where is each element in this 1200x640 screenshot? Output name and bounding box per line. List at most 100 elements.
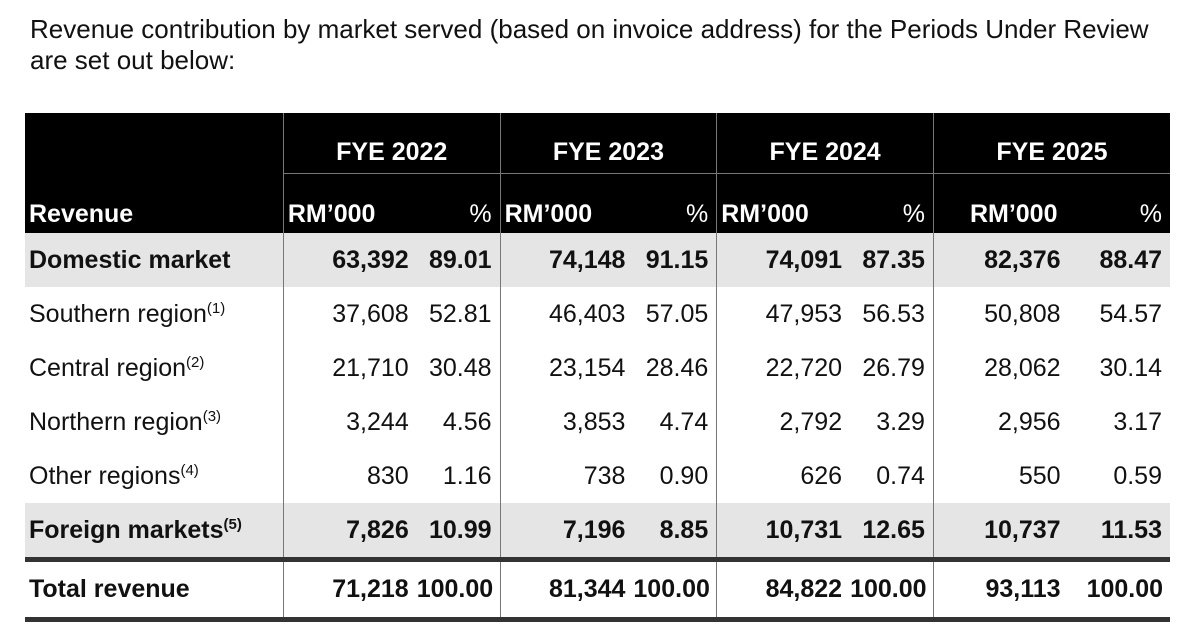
revenue-value-cell: 22,720 xyxy=(716,341,851,395)
year-header: FYE 2025 xyxy=(932,113,1170,174)
footnote-ref: (2) xyxy=(186,353,205,371)
year-header: FYE 2022 xyxy=(282,113,501,174)
percent-value-cell: 57.05 xyxy=(645,299,709,328)
revenue-value-cell: 7,826 xyxy=(282,503,417,560)
footnote-ref: (1) xyxy=(206,299,226,317)
percent-value-cell: 8.85 xyxy=(633,503,717,560)
revenue-value-cell: 10,737 xyxy=(932,503,1087,560)
revenue-value-cell: 81,344 xyxy=(499,557,634,622)
revenue-value-cell: 82,376 xyxy=(932,233,1087,287)
percent-value-cell: 54.57 xyxy=(1099,299,1162,328)
row-label-cell: Central region(2) xyxy=(25,341,283,395)
revenue-value-cell: 2,792 xyxy=(716,395,851,449)
footnote-ref: (5) xyxy=(223,515,242,533)
percent-value-cell: 4.74 xyxy=(659,407,709,436)
row-label-cell: Foreign markets(5) xyxy=(25,503,284,560)
row-label-cell: Domestic market xyxy=(25,233,284,287)
revenue-value-cell: 23,154 xyxy=(499,341,634,395)
table-row: Central region(2) 21,710 30.48 23,154 28.46 2… xyxy=(25,341,1170,395)
revenue-value-cell: 2,956 xyxy=(932,395,1087,449)
revenue-value-cell: 738 xyxy=(499,449,634,503)
footnote-ref: (4) xyxy=(180,461,199,479)
percent-value-cell: 87.35 xyxy=(850,233,934,287)
percent-value-cell: 52.81 xyxy=(429,299,492,328)
unit-pct-header: % xyxy=(1086,173,1170,233)
percent-value-cell: 11.53 xyxy=(1086,503,1170,560)
unit-rm-header: RM’000 xyxy=(932,173,1087,233)
revenue-value-cell: 28,062 xyxy=(932,341,1087,395)
percent-value-cell: 56.53 xyxy=(862,299,925,328)
row-label: Other regions xyxy=(29,461,181,490)
row-header-label: Revenue xyxy=(25,173,284,233)
percent-value-cell: 0.74 xyxy=(876,461,925,490)
percent-value-cell: 88.47 xyxy=(1086,233,1170,287)
revenue-value-cell: 74,148 xyxy=(499,233,634,287)
row-label: Domestic market xyxy=(29,245,231,274)
revenue-value-cell: 74,091 xyxy=(716,233,851,287)
header-year-row: FYE 2022 FYE 2023 FYE 2024 FYE 2025 xyxy=(25,113,1170,174)
row-label: Central region xyxy=(29,353,187,382)
table-row: Southern region(1) 37,608 52.81 46,403 57.05… xyxy=(25,287,1170,341)
row-label-cell: Southern region(1) xyxy=(25,287,283,341)
revenue-value-cell: 3,244 xyxy=(282,395,417,449)
row-label-cell: Total revenue xyxy=(25,557,284,622)
row-label: Northern region xyxy=(29,407,203,436)
row-label-cell: Other regions(4) xyxy=(25,449,283,503)
revenue-value-cell: 3,853 xyxy=(499,395,634,449)
year-header: FYE 2024 xyxy=(716,113,934,174)
header-unit-row: Revenue RM’000 % RM’000 % RM’000 % RM’00… xyxy=(25,173,1170,233)
percent-value-cell: 28.46 xyxy=(645,353,709,382)
footnote-ref: (3) xyxy=(202,407,222,425)
revenue-value-cell: 21,710 xyxy=(282,341,417,395)
revenue-value-cell: 47,953 xyxy=(716,287,851,341)
percent-value-cell: 91.15 xyxy=(633,233,717,287)
percent-value-cell: 30.48 xyxy=(429,353,492,382)
header-blank-cell xyxy=(25,113,284,174)
revenue-value-cell: 50,808 xyxy=(932,287,1087,341)
revenue-value-cell: 46,403 xyxy=(499,287,634,341)
revenue-value-cell: 10,731 xyxy=(716,503,851,560)
percent-value-cell: 0.59 xyxy=(1113,461,1162,490)
unit-pct-header: % xyxy=(850,173,934,233)
revenue-value-cell: 550 xyxy=(932,449,1087,503)
percent-value-cell: 3.29 xyxy=(876,407,925,436)
percent-value-cell: 1.16 xyxy=(442,461,492,490)
table-row: Other regions(4) 830 1.16 738 0.90 626 0.74 550… xyxy=(25,449,1170,503)
revenue-value-cell: 71,218 xyxy=(282,557,417,622)
row-label: Foreign markets xyxy=(29,515,224,544)
row-label: Southern region xyxy=(29,299,207,328)
table-row: Northern region(3) 3,244 4.56 3,853 4.74 2,79… xyxy=(25,395,1170,449)
unit-pct-header: % xyxy=(416,173,501,233)
percent-value-cell: 100.00 xyxy=(850,557,934,622)
percent-value-cell: 100.00 xyxy=(1086,557,1170,622)
percent-value-cell: 12.65 xyxy=(850,503,934,560)
revenue-value-cell: 37,608 xyxy=(282,287,417,341)
table-row: Foreign markets(5) 7,826 10.99 7,196 8.85 10,… xyxy=(25,503,1170,560)
percent-value-cell: 89.01 xyxy=(416,233,501,287)
intro-paragraph: Revenue contribution by market served (b… xyxy=(30,14,1149,75)
revenue-value-cell: 830 xyxy=(282,449,417,503)
percent-value-cell: 30.14 xyxy=(1099,353,1162,382)
percent-value-cell: 3.17 xyxy=(1113,407,1162,436)
percent-value-cell: 26.79 xyxy=(862,353,925,382)
percent-value-cell: 10.99 xyxy=(416,503,501,560)
percent-value-cell: 100.00 xyxy=(416,557,501,622)
unit-rm-header: RM’000 xyxy=(499,173,634,233)
revenue-table: FYE 2022 FYE 2023 FYE 2024 FYE 2025 Reve… xyxy=(25,113,1170,622)
table-row: Domestic market 63,392 89.01 74,148 91.15 74,… xyxy=(25,233,1170,287)
percent-value-cell: 4.56 xyxy=(442,407,492,436)
revenue-value-cell: 63,392 xyxy=(282,233,417,287)
unit-rm-header: RM’000 xyxy=(282,173,417,233)
row-label-cell: Northern region(3) xyxy=(25,395,283,449)
percent-value-cell: 0.90 xyxy=(659,461,709,490)
percent-value-cell: 100.00 xyxy=(633,557,717,622)
revenue-value-cell: 7,196 xyxy=(499,503,634,560)
unit-pct-header: % xyxy=(633,173,717,233)
unit-rm-header: RM’000 xyxy=(716,173,851,233)
revenue-value-cell: 626 xyxy=(716,449,851,503)
row-label: Total revenue xyxy=(29,575,190,603)
year-header: FYE 2023 xyxy=(499,113,717,174)
revenue-value-cell: 93,113 xyxy=(932,557,1087,622)
total-row: Total revenue 71,218 100.00 81,344 100.00 84,… xyxy=(25,557,1170,622)
revenue-value-cell: 84,822 xyxy=(716,557,851,622)
